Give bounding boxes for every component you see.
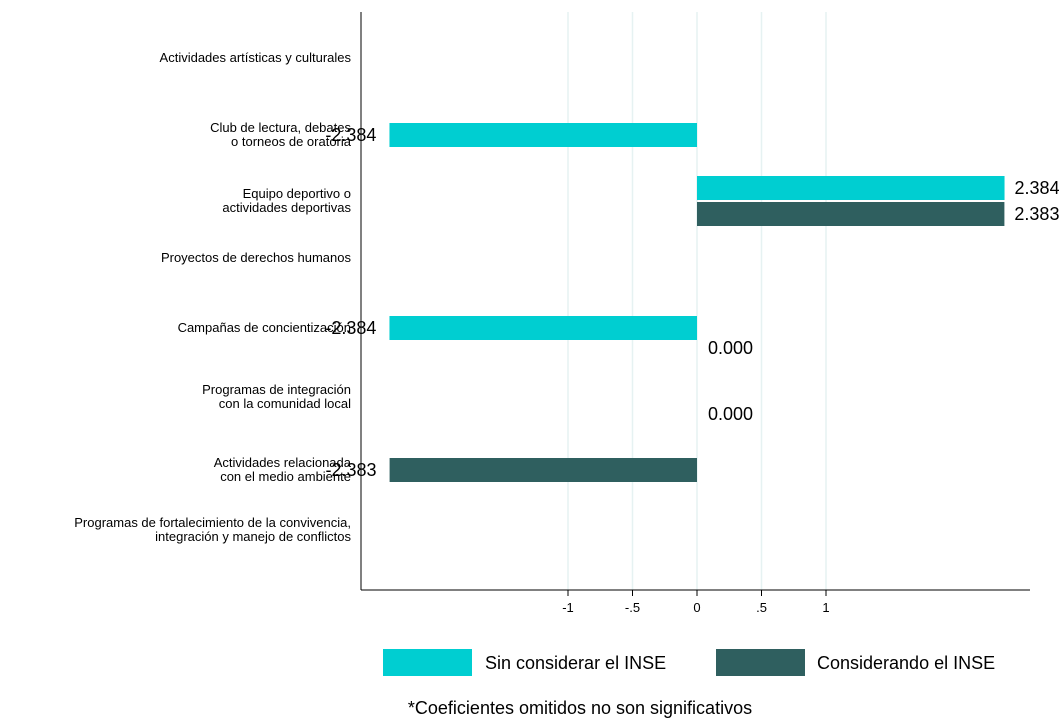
category-label: Proyectos de derechos humanos <box>161 250 352 265</box>
category-label: con el medio ambiente <box>220 469 351 484</box>
tick-label: -1 <box>562 600 574 615</box>
bars <box>389 123 1005 482</box>
category-labels: Actividades artísticas y culturales Club … <box>74 50 352 544</box>
legend-swatch <box>383 649 472 676</box>
category-label: actividades deportivas <box>222 200 351 215</box>
footnote: *Coeficientes omitidos no son significat… <box>408 698 752 718</box>
data-label: -2.384 <box>325 125 376 145</box>
legend-label: Sin considerar el INSE <box>485 653 666 673</box>
tick-label: 1 <box>822 600 829 615</box>
data-label: -2.383 <box>326 460 377 480</box>
category-label: Actividades artísticas y culturales <box>160 50 352 65</box>
category-label: Campañas de concientización <box>178 320 351 335</box>
category-label: con la comunidad local <box>219 396 351 411</box>
tick-label: -.5 <box>625 600 640 615</box>
legend: Sin considerar el INSE Considerando el IN… <box>383 649 995 676</box>
bar <box>389 458 697 482</box>
bar <box>389 123 697 147</box>
category-label: o torneos de oratoria <box>231 134 352 149</box>
data-label: 0.000 <box>708 404 753 424</box>
category-label: Programas de integración <box>202 382 351 397</box>
tick-label: .5 <box>756 600 767 615</box>
axes <box>360 12 1030 591</box>
category-label: Club de lectura, debates <box>210 120 351 135</box>
legend-label: Considerando el INSE <box>817 653 995 673</box>
data-labels: -2.384 2.384 2.383 -2.384 0.000 0.000 -2.383 <box>325 125 1059 480</box>
bar <box>697 202 1005 226</box>
gridlines <box>567 12 827 590</box>
legend-swatch <box>716 649 805 676</box>
category-label: Equipo deportivo o <box>243 186 351 201</box>
data-label: -2.384 <box>325 318 376 338</box>
x-ticks: -1 -.5 0 .5 1 <box>562 590 830 615</box>
bar <box>389 316 697 340</box>
category-label: Actividades relacionada <box>214 455 352 470</box>
tick-label: 0 <box>693 600 700 615</box>
data-label: 2.383 <box>1014 204 1059 224</box>
category-label: Programas de fortalecimiento de la convi… <box>74 515 351 530</box>
data-label: 0.000 <box>708 338 753 358</box>
category-label: integración y manejo de conflictos <box>155 529 351 544</box>
bar <box>697 176 1005 200</box>
data-label: 2.384 <box>1015 178 1059 198</box>
